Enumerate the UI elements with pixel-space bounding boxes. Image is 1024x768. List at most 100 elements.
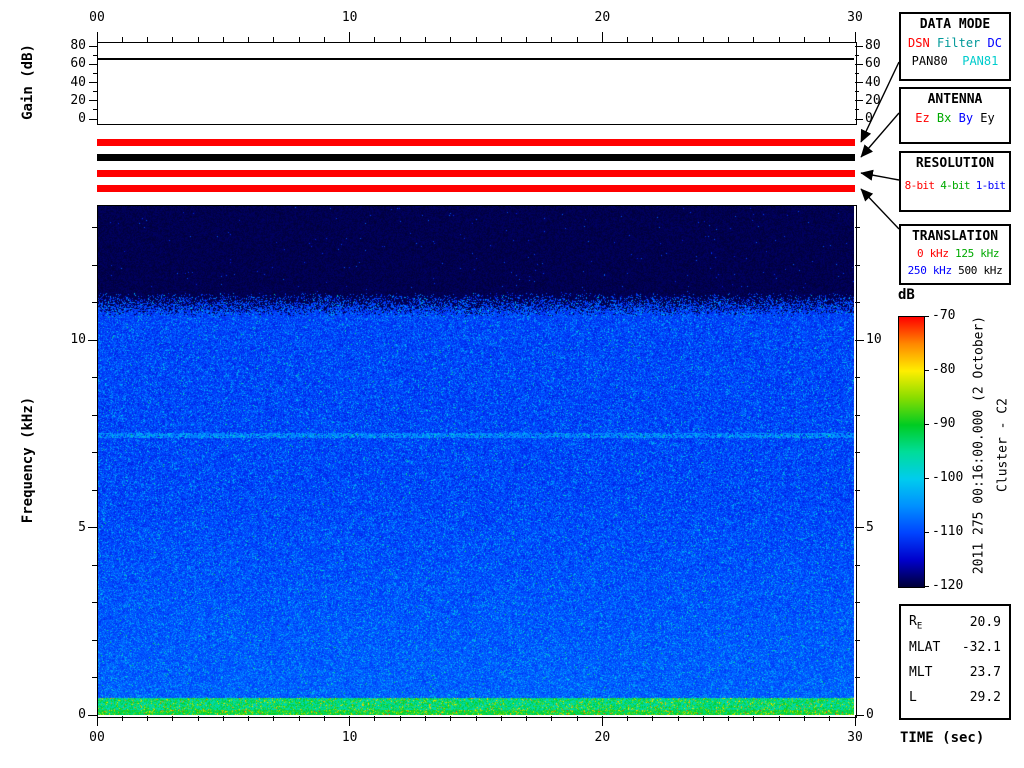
ephemeris-box: RE 20.9 MLAT -32.1 MLT 23.7 L 29.2 (899, 604, 1011, 720)
gain-tick-label-left: 20 (70, 92, 86, 108)
freq-minor-tick-right (855, 377, 860, 378)
time-minor-tick-bottom (829, 716, 831, 721)
time-minor-tick-top (803, 37, 805, 42)
freq-minor-tick-right (855, 489, 860, 491)
time-major-tick-bottom (349, 716, 351, 726)
freq-major-tick-right (855, 714, 864, 716)
gain-plot-frame (97, 42, 857, 125)
time-minor-tick-bottom (298, 716, 300, 721)
time-minor-tick-top (778, 37, 780, 42)
legend-item: Bx (936, 111, 959, 125)
legend-title-translation: TRANSLATION (911, 229, 999, 244)
legend-title-data-mode: DATA MODE (919, 17, 991, 32)
ephemeris-value: 29.2 (969, 690, 1001, 705)
legend-item: 250 kHz (907, 264, 959, 277)
gain-minor-tick-left (93, 54, 97, 56)
time-minor-tick-bottom (273, 716, 275, 721)
data-mode-status-bar (97, 139, 855, 146)
time-minor-tick-bottom (702, 716, 704, 721)
gain-minor-tick-right (855, 109, 859, 111)
time-major-tick-bottom (854, 716, 856, 726)
gain-major-tick-left (89, 45, 97, 47)
time-minor-tick-top (147, 37, 149, 42)
time-minor-tick-top (702, 37, 704, 42)
datetime-label: 2011 275 00:16:00.000 (2 October) (971, 315, 987, 575)
time-minor-tick-bottom (197, 716, 199, 721)
ephemeris-label: RE (909, 613, 923, 632)
gain-major-tick-left (89, 118, 97, 120)
freq-minor-tick-right (855, 602, 860, 603)
freq-minor-tick-left (92, 414, 97, 416)
gain-axis-label: Gain (dB) (20, 44, 36, 120)
freq-minor-tick-left (92, 602, 97, 603)
freq-minor-tick-left (92, 564, 97, 566)
legend-item: By (958, 111, 981, 125)
time-minor-tick-top (374, 37, 376, 42)
time-minor-tick-bottom (374, 716, 376, 721)
colorbar-tick (923, 477, 929, 479)
time-tick-label-bottom: 00 (89, 730, 105, 745)
time-tick-label-top: 00 (89, 10, 105, 25)
legend-item: 1-bit (975, 179, 1006, 192)
freq-tick-label-left: 5 (78, 519, 86, 535)
freq-tick-label-left: 10 (70, 332, 86, 347)
ephemeris-label: L (909, 690, 917, 705)
freq-minor-tick-right (855, 639, 860, 641)
colorbar-tick (923, 315, 929, 317)
legend-line-translation: 0 kHz 125 kHz (901, 247, 1009, 261)
time-tick-label-bottom: 20 (594, 730, 611, 745)
freq-minor-tick-right (855, 227, 860, 228)
time-minor-tick-top (323, 37, 325, 42)
gain-major-tick-left (89, 100, 97, 102)
gain-minor-tick-left (93, 91, 97, 93)
legend-item: Filter (936, 36, 988, 50)
colorbar-tick (923, 423, 929, 425)
freq-minor-tick-right (855, 677, 860, 678)
time-minor-tick-top (576, 37, 578, 42)
time-minor-tick-top (728, 37, 730, 42)
time-minor-tick-bottom (500, 716, 502, 721)
ephemeris-label: MLAT (909, 640, 941, 655)
spectrogram-canvas (98, 206, 854, 715)
ephemeris-value: 20.9 (969, 615, 1001, 630)
gain-major-tick-right (855, 45, 863, 47)
gain-tick-label-left: 0 (78, 111, 86, 126)
time-minor-tick-bottom (399, 716, 401, 721)
ephemeris-label: MLT (909, 665, 933, 680)
time-minor-tick-top (753, 37, 755, 42)
time-minor-tick-bottom (728, 716, 730, 721)
colorbar-tick-label: -110 (932, 524, 964, 539)
colorbar-unit-label: dB (898, 287, 915, 303)
colorbar-tick-label: -70 (932, 308, 956, 323)
gain-tick-label-left: 60 (70, 56, 86, 72)
time-minor-tick-bottom (424, 716, 426, 721)
legend-item: 0 kHz (910, 247, 955, 260)
time-tick-label-top: 20 (594, 10, 611, 25)
freq-minor-tick-left (92, 677, 97, 678)
time-minor-tick-top (677, 37, 679, 42)
gain-major-tick-right (855, 63, 863, 65)
time-minor-tick-bottom (222, 716, 224, 721)
time-minor-tick-top (500, 37, 502, 42)
time-minor-tick-bottom (147, 716, 149, 721)
time-minor-tick-bottom (526, 716, 528, 721)
gain-major-tick-right (855, 118, 863, 120)
legend-item: 4-bit (940, 179, 976, 192)
legend-line-data_mode: DSN Filter DC (901, 36, 1009, 50)
legend-line-antenna: Ez Bx By Ey (901, 111, 1009, 125)
time-minor-tick-top (172, 37, 174, 42)
time-minor-tick-top (526, 37, 528, 42)
freq-minor-tick-left (92, 489, 97, 491)
gain-minor-tick-left (93, 72, 97, 74)
time-minor-tick-top (829, 37, 831, 42)
time-minor-tick-bottom (677, 716, 679, 721)
time-minor-tick-top (627, 37, 629, 42)
time-minor-tick-top (652, 37, 654, 42)
freq-minor-tick-left (92, 452, 97, 453)
freq-minor-tick-left (92, 377, 97, 378)
antenna-status-bar (97, 154, 855, 161)
gain-major-tick-right (855, 82, 863, 83)
time-minor-tick-top (121, 37, 123, 42)
freq-minor-tick-left (92, 302, 97, 303)
